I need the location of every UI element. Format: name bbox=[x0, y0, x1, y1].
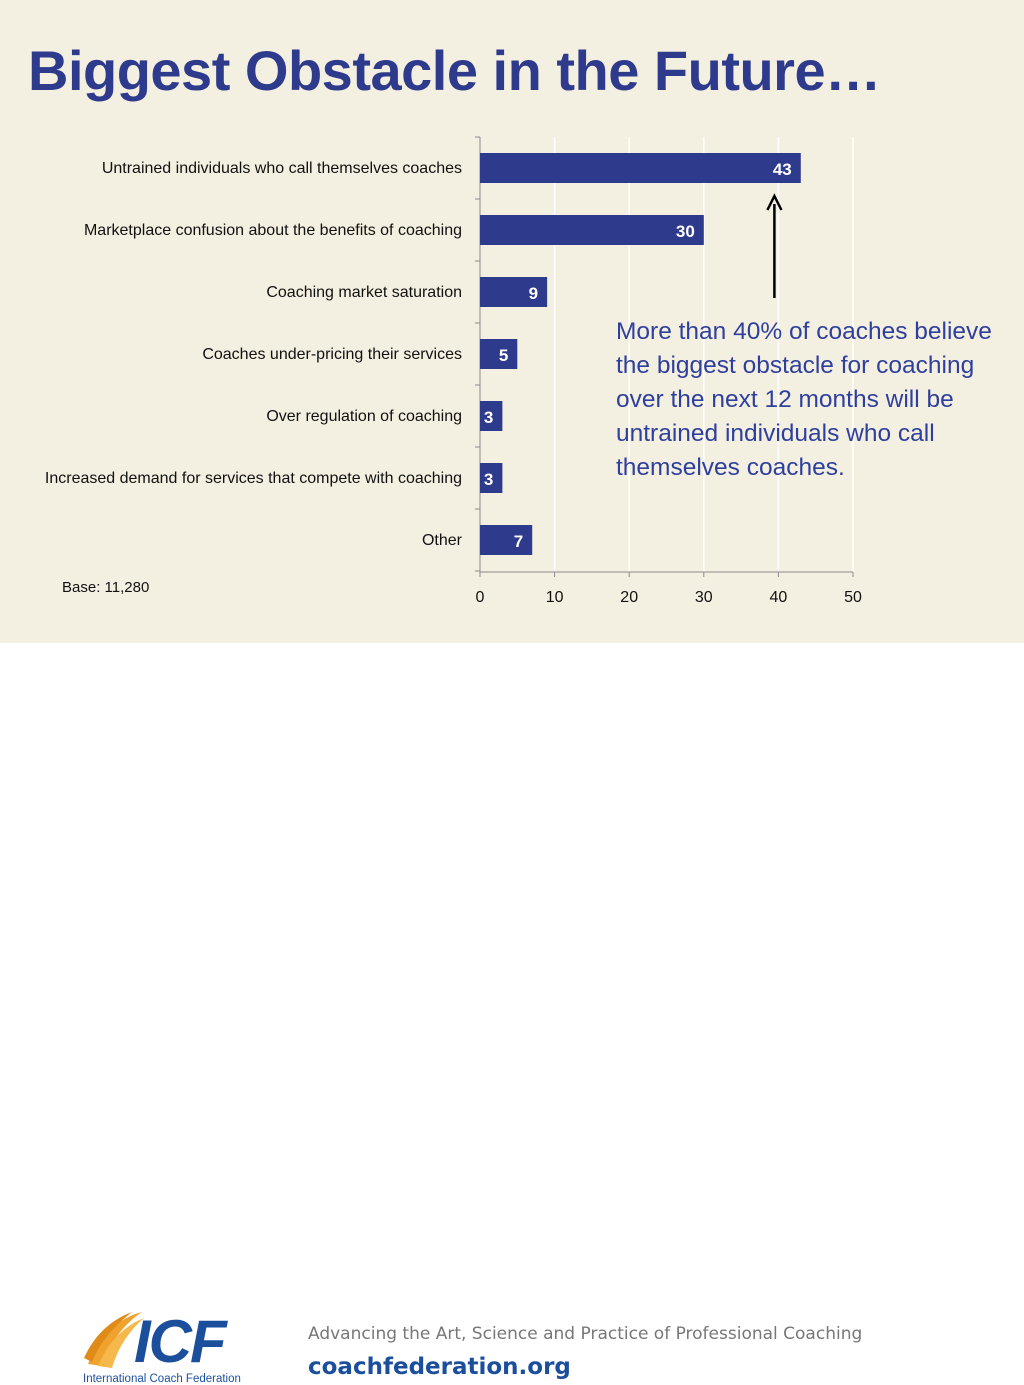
x-tick-label: 40 bbox=[770, 589, 788, 606]
bar-value-label: 3 bbox=[484, 408, 493, 427]
category-label: Over regulation of coaching bbox=[22, 406, 462, 427]
tagline: Advancing the Art, Science and Practice … bbox=[308, 1324, 862, 1344]
bar bbox=[480, 215, 704, 245]
bar-value-label: 5 bbox=[499, 346, 508, 365]
icf-logo: ICF bbox=[80, 1306, 260, 1376]
bar-value-label: 30 bbox=[676, 222, 695, 241]
slide-body: Biggest Obstacle in the Future… 0 10 20 30 4… bbox=[0, 0, 1024, 643]
category-label: Coaches under-pricing their services bbox=[22, 344, 462, 365]
logo-wordmark: ICF bbox=[134, 1308, 228, 1375]
bar bbox=[480, 153, 801, 183]
category-label: Increased demand for services that compe… bbox=[22, 468, 462, 489]
website-link[interactable]: coachfederation.org bbox=[308, 1354, 571, 1380]
category-label: Other bbox=[22, 530, 462, 551]
x-tick-label: 50 bbox=[844, 589, 862, 606]
category-label: Untrained individuals who call themselve… bbox=[22, 158, 462, 179]
bar-value-label: 9 bbox=[529, 284, 538, 303]
base-note: Base: 11,280 bbox=[62, 579, 149, 596]
category-label: Marketplace confusion about the benefits… bbox=[22, 220, 462, 241]
logo-subtitle: International Coach Federation bbox=[83, 1373, 241, 1385]
bar-value-label: 43 bbox=[773, 160, 792, 179]
bar-value-label: 3 bbox=[484, 470, 493, 489]
x-tick-label: 10 bbox=[546, 589, 564, 606]
x-tick-label: 20 bbox=[620, 589, 638, 606]
footer: ICF International Coach Federation Advan… bbox=[0, 643, 1024, 768]
x-tick-label: 30 bbox=[695, 589, 713, 606]
bar-value-label: 7 bbox=[514, 532, 523, 551]
x-tick-label: 0 bbox=[476, 589, 485, 606]
category-label: Coaching market saturation bbox=[22, 282, 462, 303]
bar bbox=[480, 525, 532, 555]
callout-text: More than 40% of coaches believe the big… bbox=[616, 315, 1011, 485]
